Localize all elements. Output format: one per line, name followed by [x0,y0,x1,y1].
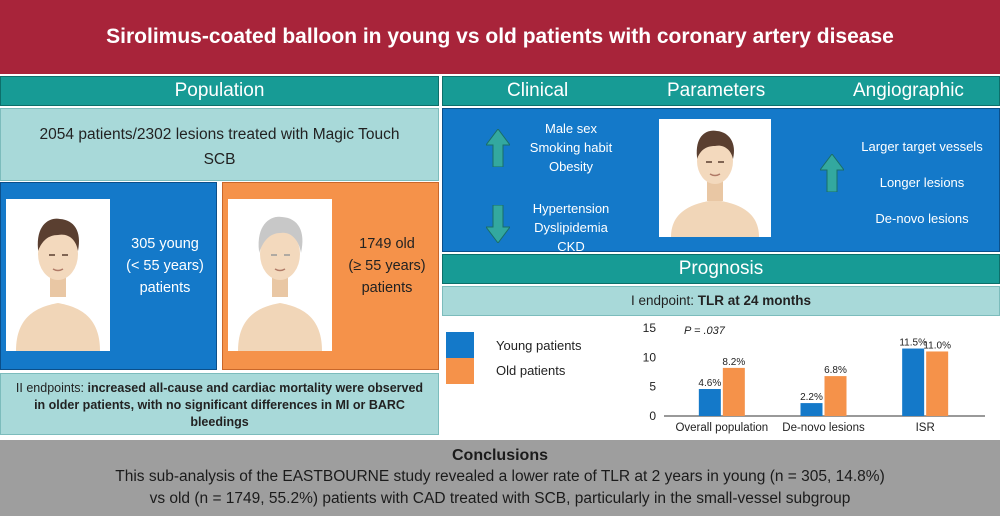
parameters-patient-icon [659,119,771,237]
conclusions-panel: Conclusions This sub-analysis of the EAS… [0,440,1000,516]
bar-data-label: 11.5% [899,338,927,349]
p-value-annotation: P = .037 [684,325,726,337]
bar-data-label: 2.2% [800,392,823,403]
bar-old [722,367,745,416]
y-tick-label: 15 [643,321,657,335]
young-patient-icon [6,199,110,351]
population-summary: 2054 patients/2302 lesions treated with … [0,108,439,181]
population-header: Population [0,76,439,106]
clinical-label: Clinical [507,80,569,101]
young-box: 305 young (< 55 years) patients [0,182,217,370]
old-patient-icon [228,199,332,351]
parameters-body: Male sex Smoking habit Obesity Hypertens… [442,108,1000,254]
bar-young [698,389,721,416]
conclusions-header: Conclusions [451,447,548,464]
parameters-header: Clinical Parameters Angiographic [442,76,1000,106]
bar-data-label: 8.2% [722,357,745,368]
bar-young [902,348,925,416]
old-text: 1749 old (≥ 55 years) patients [348,236,426,296]
clinical-down-list: Hypertension Dyslipidemia CKD [532,201,610,254]
legend-label-old: Old patients [496,363,566,378]
secondary-endpoints: II endpoints: increased all-cause and ca… [0,373,439,435]
angiographic-list: Larger target vessels Longer lesions De-… [861,139,983,226]
arrow-up-icon [820,154,844,192]
young-text: 305 young (< 55 years) patients [126,236,204,296]
primary-endpoint: I endpoint: TLR at 24 months [442,286,1000,316]
bar-data-label: 4.6% [698,378,721,389]
parameters-label: Parameters [667,80,766,101]
x-category-label: Overall population [675,422,768,434]
legend-label-young: Young patients [496,338,582,353]
bar-young [800,403,823,416]
page-title: Sirolimus-coated balloon in young vs old… [0,0,1000,74]
angiographic-label: Angiographic [853,80,964,101]
old-box: 1749 old (≥ 55 years) patients [222,182,439,370]
y-tick-label: 0 [649,409,656,423]
bar-data-label: 6.8% [824,365,847,376]
bar-old [824,376,847,416]
legend-swatch-young [446,332,474,358]
arrow-down-icon [486,205,510,243]
arrow-up-icon [486,129,510,167]
x-category-label: De-novo lesions [782,422,865,434]
conclusions-line-1: This sub-analysis of the EASTBOURNE stud… [115,468,885,485]
clinical-up-list: Male sex Smoking habit Obesity [529,121,613,174]
bar-data-label: 11.0% [923,340,951,351]
y-tick-label: 5 [649,380,656,394]
legend-swatch-old [446,358,474,384]
conclusions-line-2: vs old (n = 1749, 55.2%) patients with C… [149,490,851,507]
y-tick-label: 10 [643,350,657,364]
x-category-label: ISR [916,422,935,434]
prognosis-header: Prognosis [442,254,1000,284]
bar-old [926,351,949,416]
tlr-bar-chart: 15 10 5 0 4.6%8.2% Overall population 2.2% 6.8… [643,321,985,434]
title-text: Sirolimus-coated balloon in young vs old… [106,25,894,48]
